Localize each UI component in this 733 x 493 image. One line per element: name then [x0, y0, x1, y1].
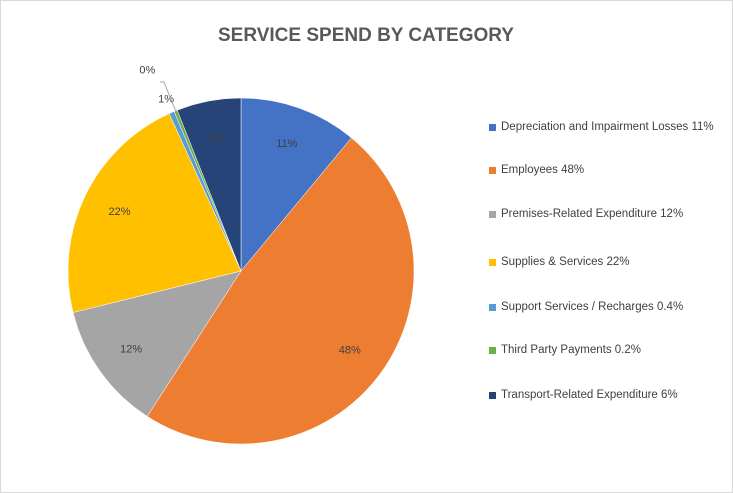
pie-slice	[72, 270, 242, 417]
pie-slice	[240, 97, 352, 272]
data-label: 1%	[158, 94, 174, 106]
legend-label: Transport-Related Expenditure 6%	[501, 389, 678, 401]
legend-key	[489, 124, 496, 131]
data-label: 0%	[139, 65, 155, 77]
data-label: 48%	[339, 345, 361, 357]
legend-item: Third Party Payments 0.2%	[489, 343, 714, 358]
legend-label: Depreciation and Impairment Losses 11%	[501, 121, 714, 133]
data-label: 12%	[120, 343, 142, 355]
legend-item: Depreciation and Impairment Losses 11%	[489, 120, 714, 135]
legend-label: Support Services / Recharges 0.4%	[501, 301, 684, 313]
legend-key	[489, 347, 496, 354]
legend-item: Employees 48%	[489, 163, 714, 178]
legend-label: Premises-Related Expenditure 12%	[501, 208, 684, 220]
pie-slice	[176, 97, 242, 272]
legend-item: Premises-Related Expenditure 12%	[489, 207, 714, 222]
data-label: 22%	[108, 206, 130, 218]
chart-title: SERVICE SPEND BY CATEGORY	[218, 25, 514, 46]
data-label: 6%	[208, 132, 224, 144]
legend-item: Support Services / Recharges 0.4%	[489, 300, 714, 315]
legend-key	[489, 304, 496, 311]
legend-key	[489, 167, 496, 174]
legend-key	[489, 211, 496, 218]
legend-key	[489, 392, 496, 399]
legend-item: Transport-Related Expenditure 6%	[489, 388, 714, 403]
legend-label: Supplies & Services 22%	[501, 256, 630, 268]
pie-slice	[67, 113, 242, 313]
legend-label: Third Party Payments 0.2%	[501, 344, 641, 356]
pie-slice	[146, 137, 415, 445]
legend-label: Employees 48%	[501, 164, 585, 176]
legend-item: Supplies & Services 22%	[489, 255, 714, 270]
legend-key	[489, 259, 496, 266]
data-label: 11%	[276, 138, 297, 150]
leader-line	[159, 81, 177, 111]
